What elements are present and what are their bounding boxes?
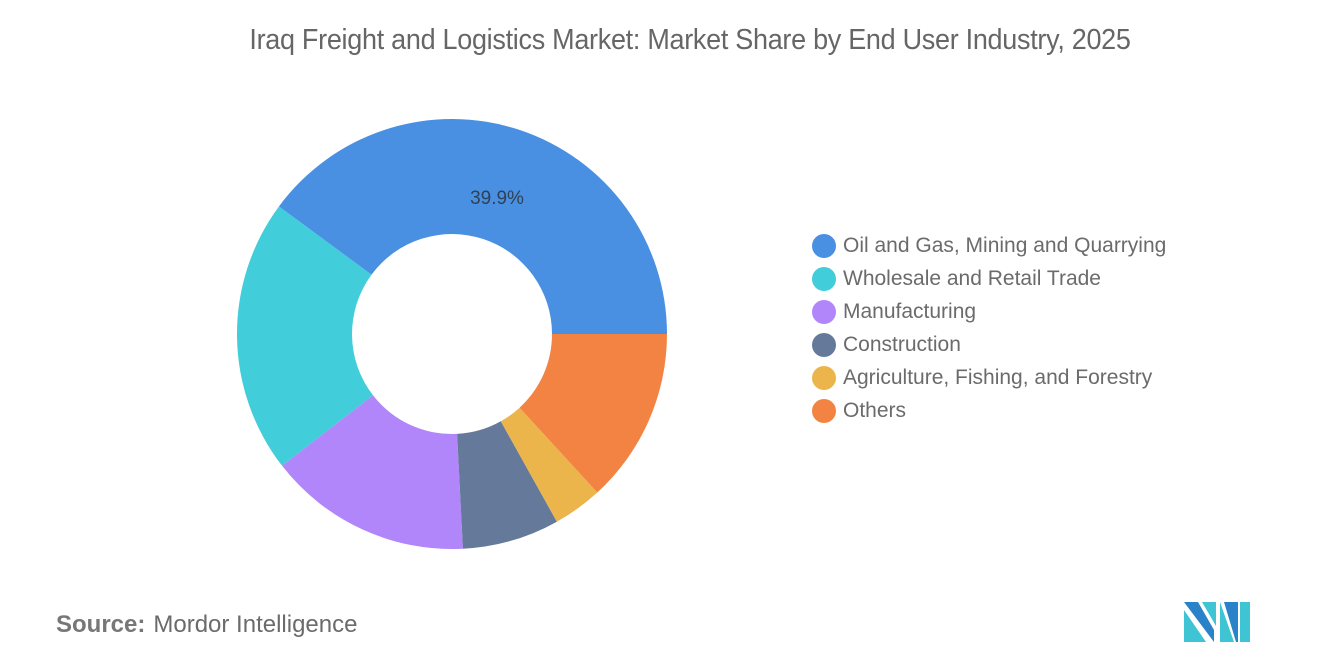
legend-item-others[interactable]: Others	[812, 394, 1166, 427]
legend-label: Wholesale and Retail Trade	[843, 266, 1101, 290]
source-value: Mordor Intelligence	[153, 611, 358, 638]
slice-others[interactable]	[519, 334, 667, 493]
source-label: Source:	[56, 611, 146, 638]
mordor-intelligence-logo-icon	[1184, 602, 1250, 642]
legend: Oil and Gas, Mining and Quarrying Wholes…	[812, 229, 1166, 427]
slice-wholesale-retail[interactable]	[236, 206, 373, 466]
legend-item-wholesale-retail[interactable]: Wholesale and Retail Trade	[812, 262, 1166, 295]
legend-label: Oil and Gas, Mining and Quarrying	[843, 233, 1167, 257]
source-note: Source: Mordor Intelligence	[56, 611, 357, 639]
legend-item-oil-gas[interactable]: Oil and Gas, Mining and Quarrying	[812, 229, 1166, 262]
legend-dot-icon	[812, 299, 836, 324]
legend-item-manufacturing[interactable]: Manufacturing	[812, 295, 1166, 328]
legend-item-construction[interactable]: Construction	[812, 328, 1166, 361]
legend-label: Agriculture, Fishing, and Forestry	[843, 365, 1153, 389]
data-label-oil-gas: 39.9%	[470, 188, 524, 209]
legend-dot-icon	[812, 332, 836, 357]
slice-manufacturing[interactable]	[282, 395, 463, 549]
legend-dot-icon	[812, 365, 836, 390]
chart-title: Iraq Freight and Logistics Market: Marke…	[249, 24, 1131, 56]
legend-dot-icon	[812, 233, 836, 258]
slice-oil-gas-mining[interactable]	[278, 119, 667, 334]
slice-agriculture[interactable]	[500, 407, 598, 522]
slice-construction[interactable]	[457, 421, 557, 549]
legend-label: Construction	[843, 332, 961, 356]
legend-dot-icon	[812, 398, 836, 423]
legend-dot-icon	[812, 266, 836, 291]
legend-label: Others	[843, 398, 907, 422]
legend-label: Manufacturing	[843, 299, 977, 323]
legend-item-agriculture[interactable]: Agriculture, Fishing, and Forestry	[812, 361, 1166, 394]
